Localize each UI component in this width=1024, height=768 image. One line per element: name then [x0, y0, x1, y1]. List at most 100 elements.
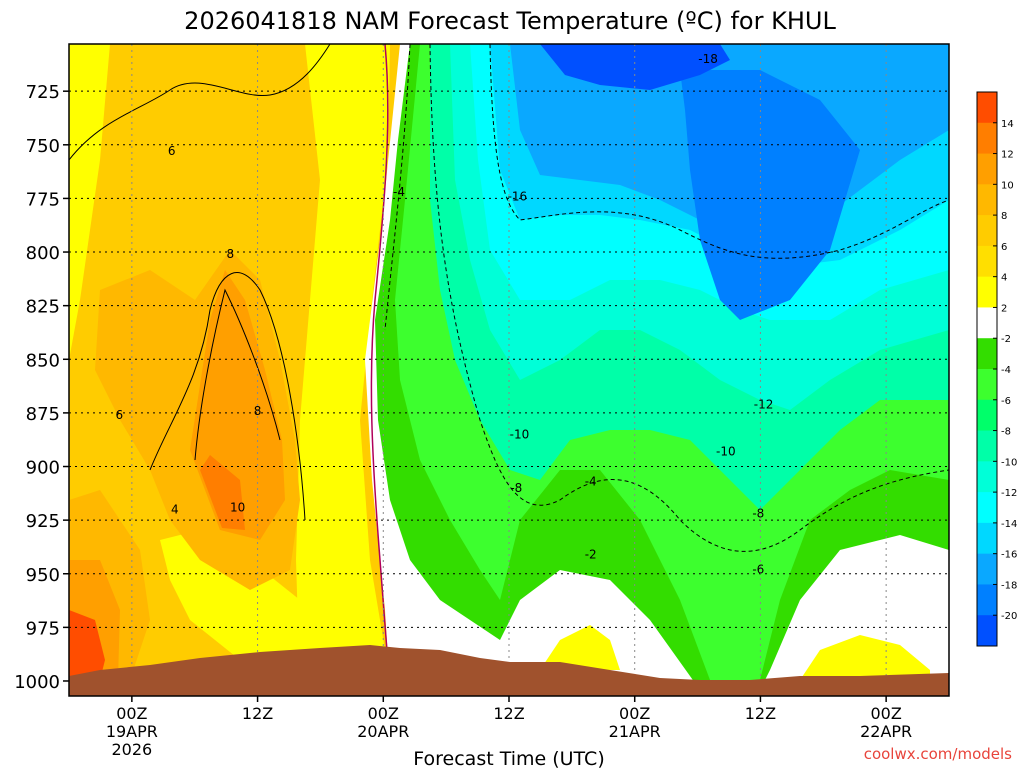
contour-label: -18 [698, 52, 718, 66]
contour-labels: 6 8 6 8 10 4 -4 -16 -18 -10 -8 -4 -2 -12 -10 -8 -6 [115, 52, 773, 576]
colorbar-label: -2 [1001, 334, 1011, 345]
colorbar-label: -18 [1001, 580, 1017, 591]
contour-label: -10 [716, 445, 736, 459]
colorbar-swatch [977, 215, 997, 247]
contour-label: -4 [393, 185, 405, 199]
contour-label: 8 [227, 247, 235, 261]
colorbar-label: -12 [1001, 488, 1017, 499]
colorbar-swatch [977, 522, 997, 555]
x-tick-label: 2026 [111, 740, 152, 759]
y-tick-label: 950 [26, 565, 60, 586]
plot-area [69, 44, 949, 696]
band-lt-m20 [540, 44, 730, 90]
band-2-4-lower [160, 530, 300, 660]
plot-frame [68, 43, 950, 697]
band-2-4-sfc-day3 [800, 635, 930, 680]
contour-label: 6 [168, 144, 176, 158]
contour-label: 4 [171, 502, 179, 516]
colorbar-swatch [977, 369, 997, 401]
colorbar: 14 12 10 8 6 4 2 -2 -4 -6 -8 -10 -12 -14 -16 -18 -20 [976, 91, 1017, 647]
colorbar-label: -16 [1001, 550, 1017, 561]
band-2-4-left [69, 44, 110, 360]
contour-label: -12 [754, 397, 774, 411]
colorbar-swatch [977, 92, 997, 124]
band-m18-m20-trough [680, 70, 860, 320]
band-12-14-sfc [69, 610, 105, 680]
colorbar-swatch [977, 461, 997, 493]
colorbar-swatch [977, 338, 997, 370]
colorbar-swatch [977, 430, 997, 462]
y-tick-label: 1000 [14, 672, 60, 693]
contour-label: 8 [254, 404, 262, 418]
y-tick-label: 900 [26, 458, 60, 479]
y-tick-label: 850 [26, 350, 60, 371]
contour-8 [194, 288, 281, 461]
colorbar-swatch [977, 184, 997, 216]
colorbar-swatch [977, 399, 997, 432]
contour-label: -8 [752, 507, 764, 521]
x-tick-label: 19APR [106, 722, 158, 741]
x-axis-label: Forecast Time (UTC) [413, 748, 604, 768]
colorbar-label: 12 [1001, 150, 1014, 161]
colorbar-label: -20 [1001, 611, 1017, 622]
colorbar-label: -6 [1001, 396, 1011, 407]
contour-6 [149, 272, 306, 521]
colorbar-label: 4 [1001, 273, 1007, 284]
colorbar-swatch [977, 553, 997, 585]
contour-label: 10 [230, 500, 245, 514]
colorbar-swatch [977, 122, 997, 155]
x-tick-label: 12Z [493, 704, 524, 723]
band-2-4-sfc-day2 [540, 625, 620, 670]
x-tick-label: 21APR [609, 722, 661, 741]
colorbar-label: 6 [1001, 242, 1007, 253]
colorbar-label: -4 [1001, 365, 1011, 376]
colorbar-swatch [977, 245, 997, 278]
x-tick-label: 12Z [242, 704, 273, 723]
colorbar-label: 8 [1001, 211, 1007, 222]
contour-label: -6 [752, 562, 764, 576]
colorbar-label: 10 [1001, 180, 1014, 191]
credit-text[interactable]: coolwx.com/models [864, 745, 1012, 763]
y-tick-label: 725 [26, 82, 60, 103]
colorbar-swatch [977, 584, 997, 616]
y-tick-label: 800 [26, 243, 60, 264]
colorbar-swatch [977, 615, 997, 647]
contour-label: -4 [585, 475, 597, 489]
colorbar-label: -10 [1001, 457, 1017, 468]
contour-label: -8 [510, 481, 522, 495]
colorbar-label: -14 [1001, 519, 1017, 530]
colorbar-swatch [977, 492, 997, 524]
y-tick-label: 925 [26, 511, 60, 532]
contour-label: -10 [510, 427, 530, 441]
contour-m16 [489, 44, 949, 259]
colorbar-swatch [977, 153, 997, 185]
grid [69, 44, 949, 696]
colorbar-label: 14 [1001, 119, 1014, 130]
contour-label: -2 [585, 547, 597, 561]
y-axis-ticks: 725 750 775 800 825 850 875 900 925 950 975 1000 [14, 82, 69, 693]
x-tick-label: 00Z [870, 704, 901, 723]
y-tick-label: 875 [26, 404, 60, 425]
band-2-4 [296, 44, 390, 690]
contour-4 [69, 44, 331, 161]
x-tick-label: 00Z [619, 704, 650, 723]
chart-title: 2026041818 NAM Forecast Temperature (ºC)… [184, 7, 836, 35]
y-tick-label: 975 [26, 618, 60, 639]
colorbar-label: -8 [1001, 427, 1011, 438]
terrain-fill [69, 645, 949, 696]
x-tick-label: 20APR [357, 722, 409, 741]
contour-0-line [370, 44, 391, 691]
contour-label: -16 [508, 189, 528, 203]
band-10-12 [200, 455, 245, 530]
y-tick-label: 775 [26, 189, 60, 210]
contour-label: 6 [115, 408, 123, 422]
terrain [69, 645, 949, 696]
x-tick-label: 12Z [745, 704, 776, 723]
y-tick-label: 825 [26, 297, 60, 318]
colorbar-swatch [977, 276, 997, 308]
x-tick-label: 22APR [860, 722, 912, 741]
x-tick-label: 00Z [116, 704, 147, 723]
colorbar-label: 2 [1001, 303, 1007, 314]
